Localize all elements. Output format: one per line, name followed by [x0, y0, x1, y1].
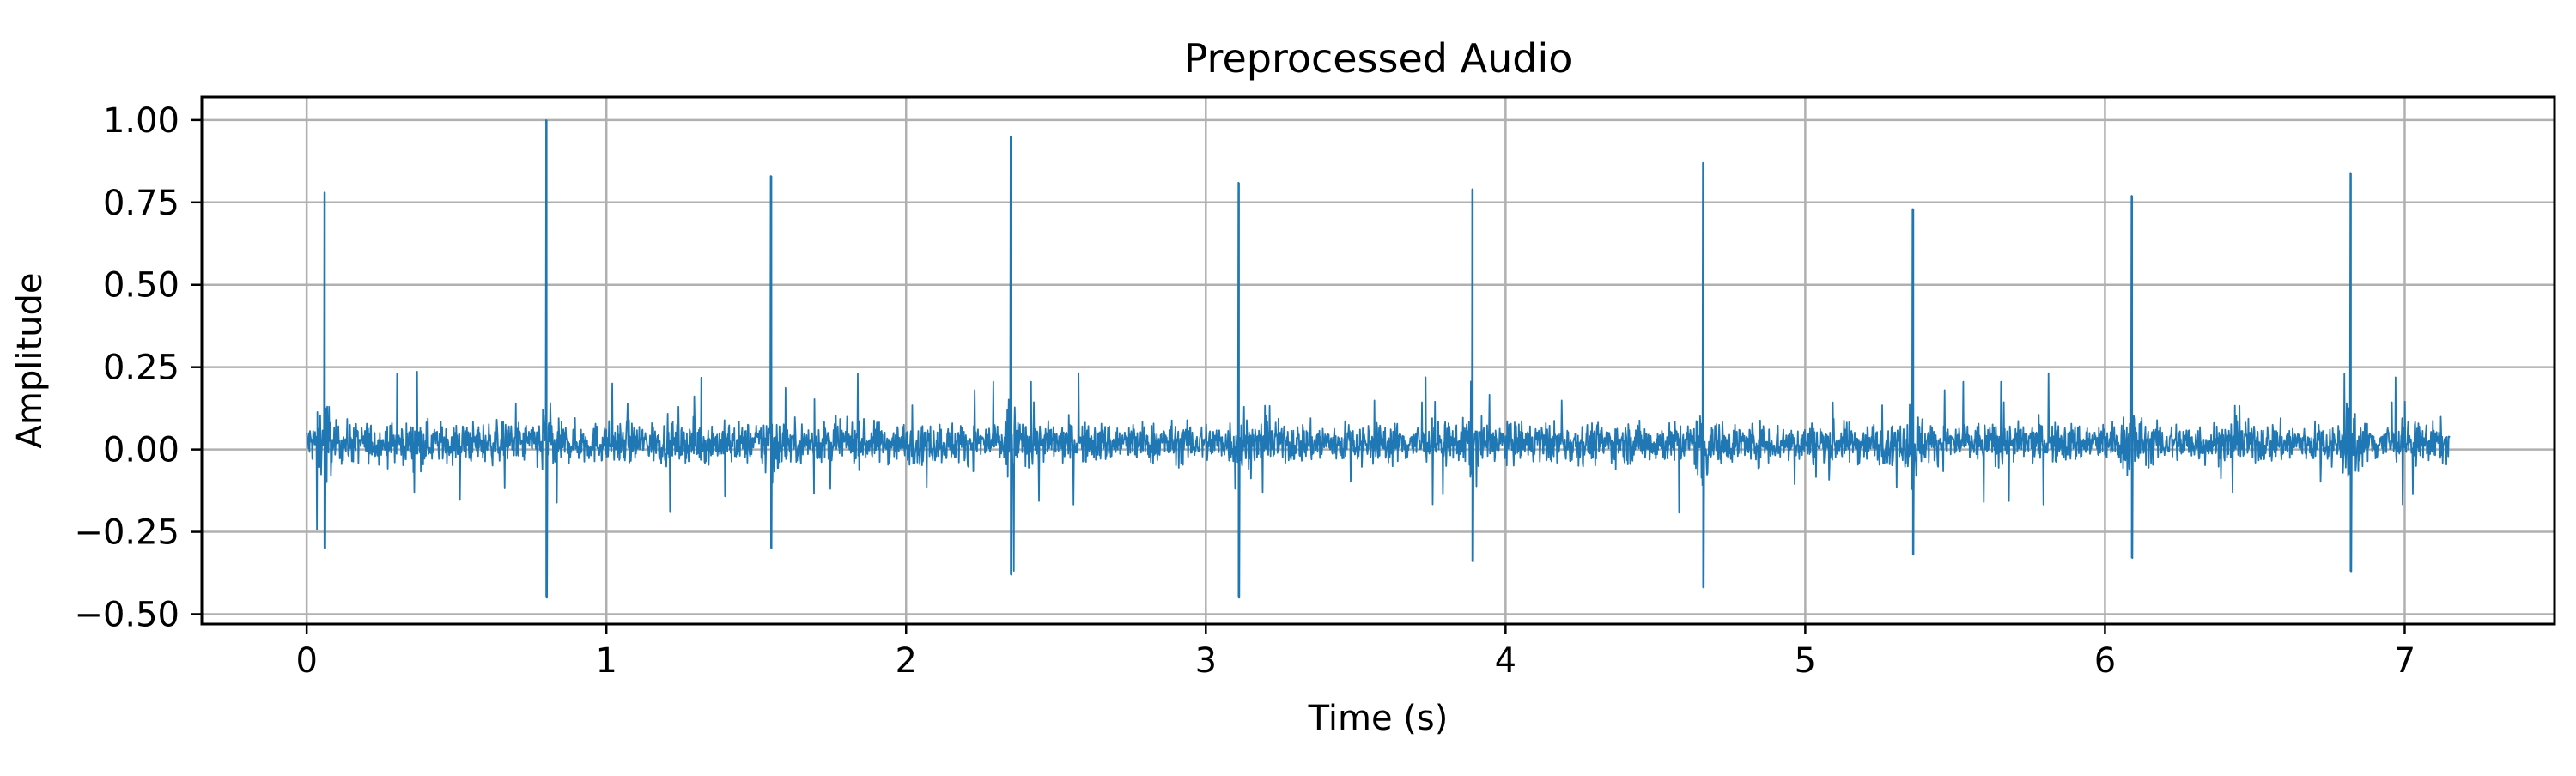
y-tick-label: −0.50: [74, 595, 179, 634]
x-tick-label: 0: [295, 641, 317, 681]
x-axis-ticks: 0 1 2 3 4 5 6 7: [295, 624, 2415, 681]
plot-frame: [200, 95, 2556, 626]
x-tick-label: 6: [2094, 641, 2116, 681]
x-tick-label: 5: [1795, 641, 1816, 681]
x-axis-label: Time (s): [1308, 699, 1449, 738]
y-tick-label: −0.25: [74, 513, 179, 553]
y-tick-label: 0.50: [103, 266, 179, 306]
x-tick-label: 7: [2394, 641, 2415, 681]
x-tick-label: 1: [595, 641, 617, 681]
y-axis-ticks: −0.50 −0.25 0.00 0.25 0.50 0.75 1.00: [74, 101, 202, 634]
y-axis-label: Amplitude: [10, 273, 50, 449]
x-tick-label: 3: [1195, 641, 1217, 681]
x-tick-label: 2: [896, 641, 917, 681]
y-tick-label: 0.75: [103, 184, 179, 223]
y-tick-label: 1.00: [103, 101, 179, 141]
y-tick-label: 0.25: [103, 349, 179, 388]
y-tick-label: 0.00: [103, 431, 179, 470]
x-tick-label: 4: [1495, 641, 1516, 681]
chart-title: Preprocessed Audio: [1184, 35, 1573, 82]
waveform-series: [306, 118, 2451, 599]
audio-waveform-line: [306, 118, 2451, 599]
